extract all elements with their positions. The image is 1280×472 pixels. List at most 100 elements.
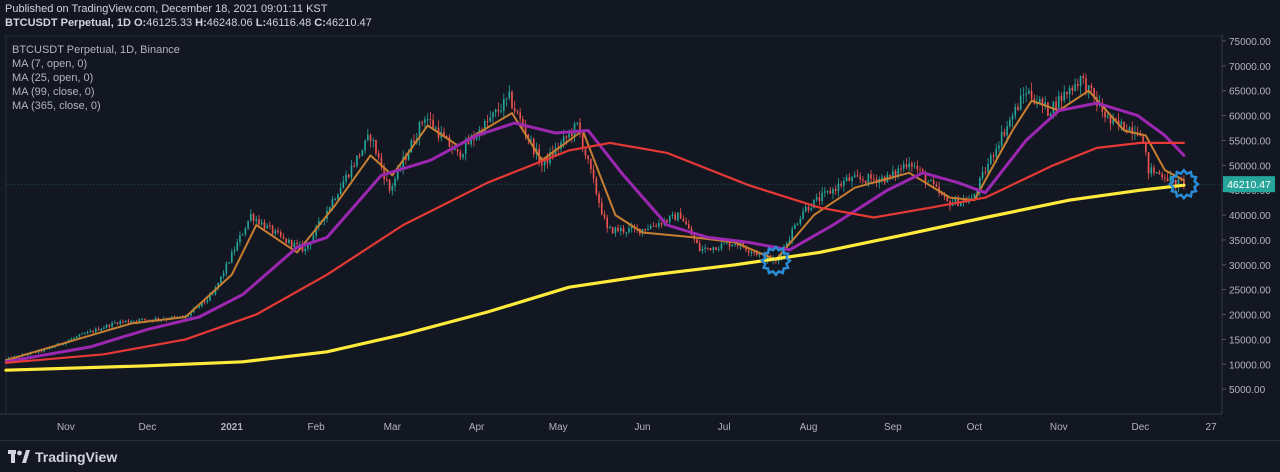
candle-body	[511, 91, 513, 109]
candle-body	[1106, 115, 1109, 118]
candle-body	[908, 163, 910, 168]
candle-body	[426, 119, 429, 121]
close-label: C:	[314, 17, 326, 29]
candle-body	[527, 134, 530, 140]
candle-body	[146, 319, 149, 321]
y-tick-label: 65000.00	[1229, 87, 1271, 98]
candle-body	[1109, 115, 1112, 124]
candle-body	[750, 252, 753, 254]
legend-title: BTCUSDT Perpetual, 1D, Binance	[12, 44, 180, 56]
candle-body	[494, 109, 497, 113]
x-tick-label: Feb	[308, 422, 326, 433]
legend-ma365[interactable]: MA (365, close, 0)	[12, 100, 101, 112]
candle-body	[524, 126, 527, 135]
candle-body	[998, 145, 1000, 149]
candle-body	[285, 238, 288, 243]
ma-line-3	[4, 141, 1186, 364]
y-tick-label: 50000.00	[1229, 161, 1271, 172]
candle-body	[266, 225, 268, 229]
legend-ma99[interactable]: MA (99, close, 0)	[12, 86, 95, 98]
candle-body	[78, 334, 81, 337]
candle-body	[734, 243, 736, 245]
candle-body	[364, 140, 366, 151]
candle-body	[435, 127, 437, 129]
candle-body	[298, 244, 301, 246]
candle-body	[995, 148, 998, 157]
candle-body	[421, 122, 424, 124]
candle-body	[707, 247, 709, 249]
candle-body	[51, 347, 54, 349]
candle-body	[70, 338, 73, 341]
candle-body	[380, 157, 383, 168]
candle-body	[500, 110, 502, 112]
candle-body	[133, 321, 135, 323]
candle-body	[119, 321, 122, 324]
candle-body	[1169, 176, 1172, 182]
candle-body	[976, 190, 978, 195]
chart-area[interactable]: 75000.00 70000.00 65000.00 60000.00 55000.00…	[0, 34, 1280, 440]
candle-body	[794, 224, 796, 229]
candle-body	[141, 318, 143, 320]
candle-body	[464, 140, 467, 155]
tradingview-logo[interactable]: TradingView	[8, 449, 117, 465]
price-chart[interactable]: 75000.00 70000.00 65000.00 60000.00 55000.00…	[0, 34, 1280, 440]
candle-body	[1052, 101, 1055, 114]
candle-body	[211, 293, 214, 295]
candle-body	[652, 225, 655, 227]
candle-body	[587, 155, 589, 160]
candle-body	[696, 239, 698, 244]
high-label: H:	[195, 17, 207, 29]
candle-body	[753, 252, 755, 254]
legend-ma25[interactable]: MA (25, open, 0)	[12, 72, 94, 84]
y-tick-label: 15000.00	[1229, 335, 1271, 346]
x-tick-label: Jun	[635, 422, 651, 433]
candle-body	[758, 253, 761, 256]
candle-body	[736, 243, 739, 246]
candle-body	[1082, 76, 1085, 79]
candle-body	[568, 133, 570, 138]
candle-body	[315, 226, 317, 236]
candle-body	[859, 176, 862, 180]
candle-body	[712, 247, 715, 251]
candle-body	[788, 239, 791, 243]
candle-body	[236, 242, 239, 251]
candle-body	[228, 262, 230, 264]
candle-body	[1096, 97, 1098, 106]
candle-body	[1068, 87, 1071, 95]
candle-body	[1041, 98, 1044, 106]
candle-body	[796, 223, 799, 225]
candle-body	[870, 174, 872, 179]
candle-body	[1117, 120, 1120, 125]
candle-body	[911, 163, 913, 167]
candle-body	[443, 131, 445, 137]
candle-body	[679, 212, 682, 219]
candle-body	[489, 117, 492, 122]
candle-body	[89, 330, 92, 332]
candle-body	[649, 225, 652, 229]
tradingview-brand: TradingView	[35, 449, 118, 465]
close-value: 46210.47	[325, 17, 372, 29]
candle-body	[1025, 93, 1027, 95]
candle-body	[271, 225, 274, 234]
candle-body	[810, 208, 813, 211]
candle-body	[1011, 115, 1014, 120]
candle-body	[660, 223, 663, 225]
candle-body	[807, 206, 810, 211]
x-tick-label: Mar	[384, 422, 402, 433]
legend-ma7[interactable]: MA (7, open, 0)	[12, 58, 88, 70]
y-tick-label: 5000.00	[1229, 385, 1266, 396]
candle-body	[981, 171, 984, 178]
candle-body	[1087, 85, 1090, 94]
x-tick-label: Dec	[139, 422, 157, 433]
candle-body	[353, 165, 356, 167]
candle-body	[203, 301, 206, 303]
x-tick-label: 2021	[221, 422, 244, 433]
y-tick-label: 25000.00	[1229, 286, 1271, 297]
candle-body	[1180, 179, 1183, 181]
candle-body	[508, 91, 511, 98]
x-tick-label: May	[549, 422, 568, 433]
candle-body	[704, 247, 706, 249]
candle-body	[647, 228, 649, 231]
candle-body	[345, 174, 347, 182]
candle-body	[723, 243, 725, 245]
